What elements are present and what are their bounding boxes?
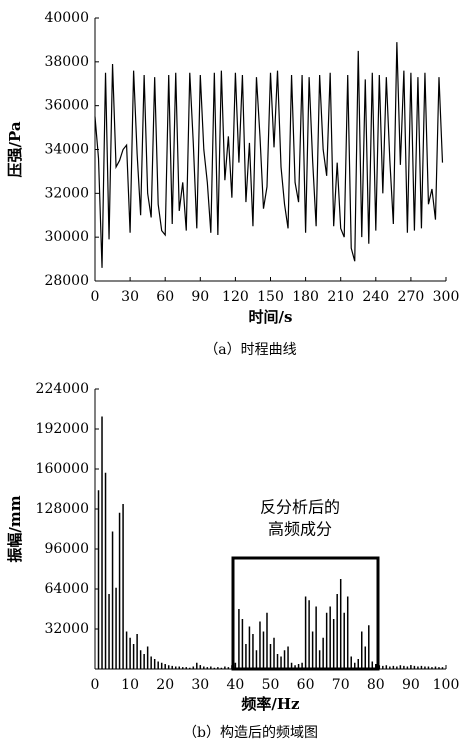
y-tick-label: 64000 [44, 581, 89, 597]
data-line [94, 42, 444, 268]
x-tick-label: 30 [121, 289, 139, 305]
y-tick-label: 128000 [36, 501, 89, 517]
x-tick-label: 210 [327, 289, 354, 305]
annotation: 高频成分 [268, 520, 332, 539]
y-tick-label: 40000 [44, 10, 89, 26]
x-tick-label: 90 [191, 289, 209, 305]
x-tick-label: 30 [191, 677, 209, 693]
x-tick-label: 70 [332, 677, 350, 693]
x-tick-label: 150 [257, 289, 284, 305]
caption: （b）构造后的频域图 [183, 725, 318, 741]
y-tick-label: 28000 [44, 273, 89, 289]
x-tick-label: 180 [292, 289, 319, 305]
y-tick-label: 32000 [44, 621, 89, 637]
y-axis-label: 振幅/mm [6, 495, 24, 562]
x-tick-label: 40 [226, 677, 244, 693]
x-tick-label: 300 [433, 289, 460, 305]
x-tick-label: 50 [262, 677, 280, 693]
y-tick-label: 96000 [44, 541, 89, 557]
x-tick-label: 270 [398, 289, 425, 305]
x-tick-label: 240 [362, 289, 389, 305]
x-tick-label: 0 [91, 677, 100, 693]
x-tick-label: 80 [367, 677, 385, 693]
y-tick-label: 38000 [44, 54, 89, 70]
x-tick-label: 100 [433, 677, 460, 693]
caption: （a）时程曲线 [204, 342, 296, 358]
x-tick-label: 60 [297, 677, 315, 693]
y-tick-label: 32000 [44, 185, 89, 201]
y-tick-label: 160000 [36, 461, 89, 477]
y-axis-label: 压强/Pa [6, 121, 24, 177]
x-axis-label: 时间/s [249, 308, 293, 326]
y-tick-label: 192000 [36, 421, 89, 437]
y-tick-label: 30000 [44, 229, 89, 245]
x-tick-label: 90 [402, 677, 420, 693]
y-tick-label: 34000 [44, 142, 89, 158]
y-tick-label: 36000 [44, 98, 89, 114]
y-tick-label: 224000 [36, 381, 89, 397]
x-tick-label: 60 [156, 289, 174, 305]
x-tick-label: 120 [222, 289, 249, 305]
x-tick-label: 0 [91, 289, 100, 305]
x-tick-label: 10 [121, 677, 139, 693]
annotation: 反分析后的 [260, 498, 340, 517]
x-axis-label: 频率/Hz [241, 695, 300, 713]
x-tick-label: 20 [156, 677, 174, 693]
